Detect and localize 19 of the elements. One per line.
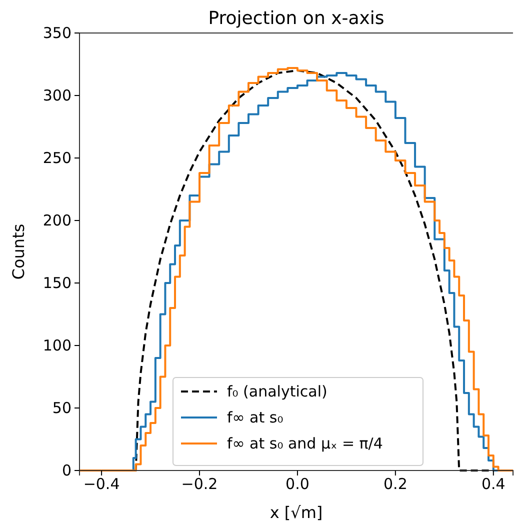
y-tick-label: 100 xyxy=(42,336,72,354)
legend-label: f∞ at s₀ and μₓ = π/4 xyxy=(227,434,383,452)
x-axis-title: x [√m] xyxy=(270,503,323,522)
y-tick-label: 250 xyxy=(42,148,72,167)
y-tick-label: 350 xyxy=(42,24,72,42)
x-tick-label: −0.4 xyxy=(83,475,120,494)
x-tick-label: −0.2 xyxy=(181,475,218,494)
x-tick-label: 0.2 xyxy=(384,475,408,494)
chart-title: Projection on x-axis xyxy=(208,8,384,29)
y-axis-title: Counts xyxy=(9,224,28,280)
y-tick-label: 150 xyxy=(42,274,72,292)
x-tick-label: 0.0 xyxy=(286,475,310,494)
y-tick-label: 300 xyxy=(42,86,72,104)
x-tick-label: 0.4 xyxy=(481,475,506,494)
y-tick-label: 50 xyxy=(52,398,72,417)
y-tick-label: 0 xyxy=(62,461,72,480)
y-tick-label: 200 xyxy=(42,211,72,230)
legend-label: f₀ (analytical) xyxy=(227,382,328,400)
legend-label: f∞ at s₀ xyxy=(227,408,284,426)
